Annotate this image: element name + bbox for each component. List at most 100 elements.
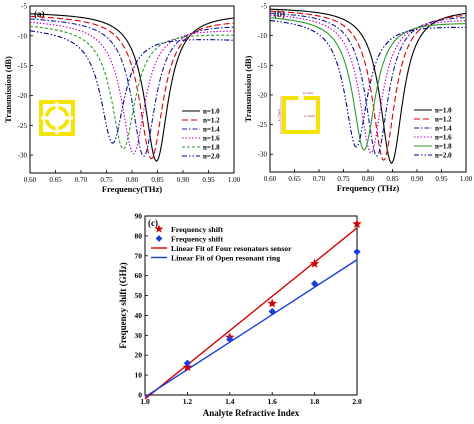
y-tick-label: -10: [18, 32, 28, 40]
y-tick-label: -15: [258, 62, 268, 70]
panel-label: (b): [274, 9, 285, 19]
y-tick-label: 80: [135, 231, 143, 240]
x-tick-label: 1.00: [460, 175, 473, 183]
x-tick-label: 1.4: [225, 397, 235, 406]
y-axis-label: Frequency shift (GHz): [118, 262, 128, 348]
x-tick-label: 0.90: [411, 175, 424, 183]
series-line: [29, 15, 235, 160]
x-tick-label: 0.75: [100, 176, 113, 184]
y-axis-label: Transmission (dB): [243, 55, 253, 122]
y-tick-label: -5: [21, 3, 27, 11]
diamond-marker: [311, 280, 319, 288]
legend-label: Frequency shift: [171, 235, 223, 244]
legend-label: Linear Fit of Open resonant ring: [171, 254, 280, 263]
inset-ring-gap: [298, 96, 304, 100]
series-line: [29, 30, 235, 144]
x-tick-label: 1.00: [228, 176, 241, 184]
x-tick-label: 0.60: [264, 175, 277, 183]
x-tick-label: 0.75: [337, 175, 350, 183]
legend-label: n=1.6: [203, 135, 220, 143]
legend-label: n=2.0: [203, 153, 220, 161]
diamond-marker: [183, 359, 191, 367]
legend-label: n=1.0: [435, 107, 452, 115]
inset-length-label: L=75μm: [277, 109, 281, 121]
y-tick-label: 30: [135, 331, 143, 340]
legend-label: n=1.4: [203, 126, 220, 134]
star-marker: [267, 298, 277, 308]
y-tick-label: -15: [18, 62, 28, 70]
x-tick-label: 1.0: [140, 397, 150, 406]
diamond-marker: [155, 235, 163, 242]
legend-label: n=1.0: [203, 108, 220, 116]
series-line: [269, 12, 467, 157]
series-line: [269, 17, 467, 151]
diamond-marker: [226, 335, 234, 343]
inset-open-ring: g=7μm w=5μm L=75μm: [277, 91, 320, 134]
x-tick-label: 0.95: [202, 176, 215, 184]
y-axis-label: Transmission (dB): [3, 56, 13, 123]
legend-label: n=1.2: [203, 117, 220, 125]
y-tick-label: -10: [258, 32, 268, 40]
fit-line: [144, 227, 358, 400]
diamond-marker: [353, 248, 361, 256]
x-tick-label: 1.6: [268, 397, 278, 406]
panel-c: 1.0 1.2 1.4 1.6 1.8 2.0 0 10 20 30 40 50 60 70 80 90 Ana…: [118, 212, 362, 419]
y-tick-label: 70: [135, 251, 143, 260]
legend-label: Linear Fit of Four resonators sensor: [171, 244, 292, 253]
series-line: [269, 19, 466, 148]
series-line: [29, 21, 235, 155]
x-tick-label: 2.0: [352, 397, 362, 406]
legend-label: n=1.2: [435, 116, 452, 124]
x-axis-label: Frequency(THz): [102, 184, 162, 194]
inset-gap-label: g=7μm: [303, 91, 313, 95]
y-tick-label: -20: [258, 91, 268, 99]
x-tick-label: 0.60: [24, 176, 37, 184]
inset-gap-h: [41, 116, 73, 120]
y-tick-label: 60: [135, 271, 143, 280]
star-marker: [154, 224, 164, 233]
inset-ring-inner: [286, 100, 316, 130]
legend-label: n=2.0: [435, 152, 452, 160]
y-tick-label: -30: [18, 152, 28, 160]
legend-label: Frequency shift: [171, 225, 223, 234]
y-tick-label: 50: [135, 291, 143, 300]
x-tick-label: 0.85: [151, 176, 164, 184]
series-line: [269, 8, 467, 164]
x-axis-label: Analyte Refractive Index: [203, 408, 300, 418]
x-tick-label: 0.80: [362, 175, 375, 183]
x-axis-label: Frequency (THz): [337, 183, 400, 193]
series-line: [29, 18, 235, 157]
fit-line: [144, 259, 358, 398]
y-tick-label: -20: [18, 92, 28, 100]
star-marker: [352, 218, 362, 228]
y-tick-label: 90: [135, 212, 143, 221]
legend-label: n=1.8: [203, 144, 220, 152]
y-tick-label: 40: [135, 311, 143, 320]
panel-b: 0.60 0.65 0.70 0.75 0.80 0.85 0.90 0.95 1.00 -30 -…: [243, 3, 473, 194]
series-line: [29, 13, 235, 162]
inset-four-resonator: [39, 100, 75, 136]
star-marker: [309, 258, 320, 268]
x-tick-label: 0.65: [49, 176, 62, 184]
diamond-marker: [268, 307, 276, 316]
legend-label: n=1.6: [435, 134, 452, 142]
y-tick-label: -25: [18, 122, 28, 130]
x-tick-label: 1.8: [310, 397, 320, 406]
x-tick-label: 1.2: [183, 397, 193, 406]
panel-label: (c): [148, 218, 158, 228]
x-tick-label: 0.65: [288, 175, 301, 183]
y-tick-label: 20: [135, 351, 143, 360]
y-tick-label: -30: [258, 151, 268, 159]
x-tick-label: 0.80: [126, 176, 139, 184]
x-tick-label: 0.90: [177, 176, 190, 184]
x-tick-label: 0.70: [313, 175, 326, 183]
plot-frame: [144, 215, 358, 396]
inset-width-label: w=5μm: [304, 114, 315, 118]
panel-a: 0.60 0.65 0.70 0.75 0.80 0.85 0.90 0.95 1.00 -30 -…: [3, 3, 241, 195]
x-tick-label: 0.95: [435, 175, 448, 183]
y-tick-label: 10: [135, 371, 143, 380]
y-tick-label: -5: [261, 3, 267, 11]
x-tick-label: 0.85: [386, 175, 399, 183]
x-tick-label: 0.70: [75, 176, 88, 184]
